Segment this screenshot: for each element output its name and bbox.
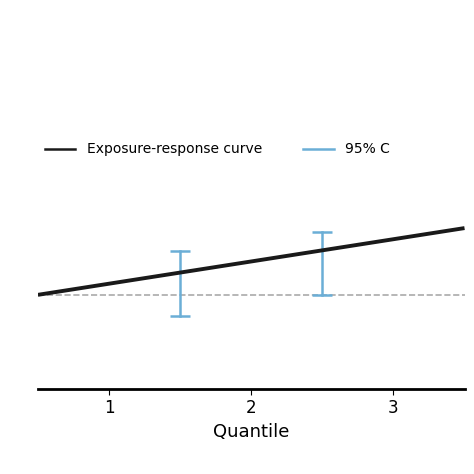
Legend: Exposure-response curve, 95% C: Exposure-response curve, 95% C xyxy=(45,143,390,156)
X-axis label: Quantile: Quantile xyxy=(213,423,290,441)
